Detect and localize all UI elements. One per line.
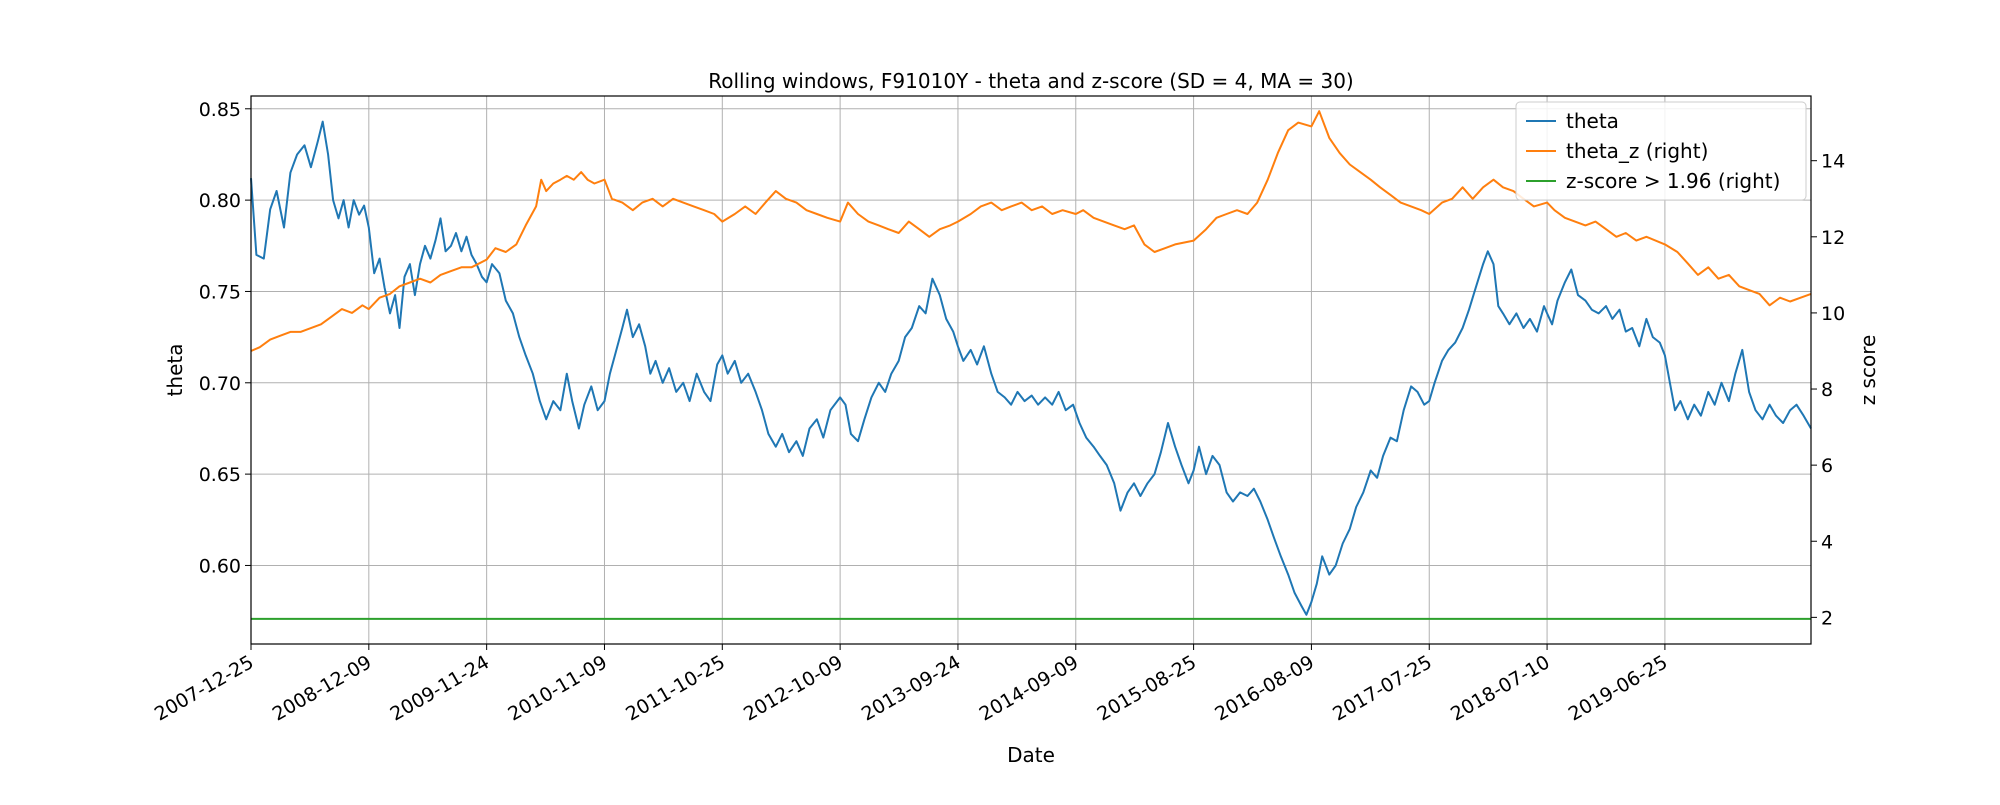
x-tick-label: 2015-08-25: [1093, 651, 1200, 725]
legend-box: [1515, 101, 1807, 201]
y-tick-label-left: 0.85: [199, 99, 241, 121]
y-tick-label-left: 0.75: [199, 281, 241, 303]
legend-label: z-score > 1.96 (right): [1566, 169, 1780, 193]
y-tick-label-left: 0.80: [199, 190, 241, 212]
legend-label: theta: [1566, 109, 1619, 133]
y-tick-label-right: 4: [1821, 531, 1833, 553]
x-tick-label: 2008-12-09: [269, 651, 376, 725]
x-tick-label: 2017-07-25: [1329, 651, 1436, 725]
y-tick-label-right: 14: [1821, 151, 1845, 173]
y-tick-label-left: 0.60: [199, 555, 241, 577]
x-tick-label: 2011-10-25: [622, 651, 729, 725]
series-line-0: [250, 120, 1812, 616]
y-tick-label-left: 0.65: [199, 464, 241, 486]
chart-title: Rolling windows, F91010Y - theta and z-s…: [708, 69, 1353, 93]
x-tick-label: 2016-08-09: [1211, 651, 1318, 725]
y-tick-label-right: 8: [1821, 379, 1833, 401]
y-tick-label-right: 6: [1821, 455, 1833, 477]
plot-frame: [250, 95, 1812, 645]
x-tick-label: 2013-09-24: [858, 651, 965, 725]
x-tick-label: 2019-06-25: [1565, 651, 1672, 725]
y-tick-label-left: 0.70: [199, 373, 241, 395]
x-tick-label: 2018-07-10: [1447, 651, 1554, 725]
y-tick-label-right: 2: [1821, 607, 1833, 629]
x-tick-label: 2014-09-09: [976, 651, 1083, 725]
x-tick-label: 2010-11-09: [504, 651, 611, 725]
legend: theta theta_z (right) z-score > 1.96 (righ…: [1515, 101, 1807, 201]
y-axis-label-right: z score: [1856, 335, 1880, 406]
x-tick-label: 2009-11-24: [387, 651, 494, 725]
y-axis-label-left: theta: [163, 344, 187, 397]
x-tick-label: 2012-10-09: [740, 651, 847, 725]
x-tick-label: 2007-12-25: [151, 651, 258, 725]
series-layer: [250, 110, 1812, 620]
series-line-1: [250, 110, 1812, 352]
legend-label: theta_z (right): [1566, 139, 1708, 163]
y-tick-label-right: 10: [1821, 303, 1845, 325]
x-axis-label: Date: [1007, 743, 1055, 767]
y-tick-label-right: 12: [1821, 227, 1845, 249]
